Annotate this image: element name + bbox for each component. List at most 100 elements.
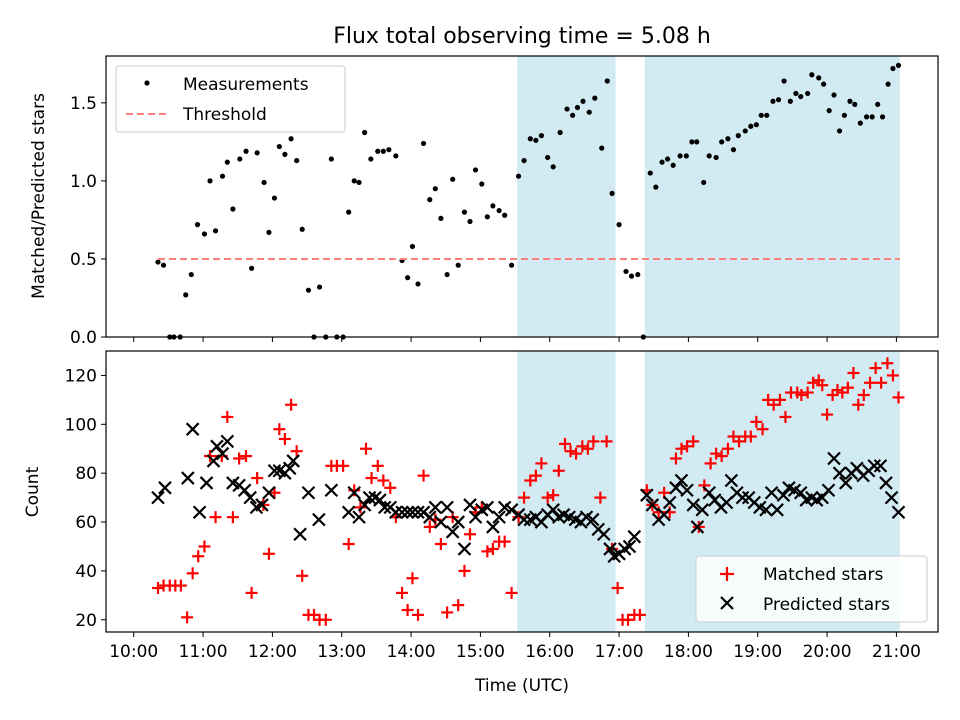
measurement-point [677, 153, 683, 159]
matched-star-point [816, 379, 829, 392]
matched-star-point [464, 528, 476, 541]
observing-window-shade-1 [644, 56, 900, 337]
predicted-star-point [839, 476, 853, 490]
matched-star-point [633, 608, 646, 621]
predicted-star-point [674, 473, 689, 488]
measurement-point [276, 143, 282, 150]
predicted-star-point [759, 503, 773, 517]
measurement-point [450, 176, 456, 182]
measurement-point [623, 268, 629, 275]
predicted-star-point [255, 498, 269, 512]
predicted-star-point [827, 451, 841, 466]
y-tick-label: 80 [75, 464, 97, 484]
predicted-star-point [669, 481, 683, 495]
measurement-point [271, 195, 278, 201]
predicted-star-point [352, 510, 366, 524]
matched-star-point [377, 474, 390, 487]
predicted-star-point [662, 495, 677, 510]
measurement-point [409, 243, 416, 250]
measurement-point [719, 139, 725, 145]
matched-star-point [801, 386, 814, 399]
predicted-star-point [185, 422, 200, 436]
ratio-legend-box [115, 65, 346, 133]
predicted-star-point [286, 454, 300, 468]
predicted-star-point [695, 503, 710, 517]
measurement-point [875, 101, 881, 107]
matched-star-point [852, 398, 865, 411]
matched-star-point [535, 457, 548, 470]
measurement-point [713, 154, 719, 161]
matched-star-point [290, 445, 303, 458]
measurement-point [653, 184, 659, 190]
matched-star-point [174, 579, 187, 592]
measurement-point [609, 190, 615, 196]
measurement-point [249, 265, 255, 271]
measurement-point [758, 112, 764, 118]
predicted-star-point [764, 485, 779, 500]
ratio-panel-frame [105, 55, 939, 338]
measurement-point [775, 97, 782, 103]
ratio-y-axis-label: Matched/Predicted stars [29, 93, 49, 299]
matched-star-point [547, 489, 560, 502]
measurement-point [557, 129, 563, 136]
matched-star-point [681, 440, 694, 453]
measurement-point [683, 153, 689, 159]
measurement-point [798, 93, 804, 100]
measurement-point [160, 262, 167, 268]
predicted-star-point [724, 473, 739, 488]
measurement-point [427, 197, 433, 203]
matched-star-point [886, 369, 899, 382]
predicted-star-point [362, 490, 377, 505]
x-tick-label: 14:00 [387, 642, 436, 662]
y-tick-label: 60 [75, 513, 97, 533]
matched-star-point [441, 606, 454, 619]
ratio-legend: Measurements Threshold [115, 65, 346, 133]
measurement-point [219, 173, 226, 179]
measurement-point [393, 153, 399, 159]
predicted-star-point [210, 439, 224, 454]
matched-star-point [240, 450, 253, 463]
matched-star-point [795, 388, 808, 401]
predicted-star-point [657, 507, 671, 522]
measurement-point [188, 271, 194, 278]
predicted-star-point [347, 485, 361, 500]
matched-star-point [518, 491, 531, 504]
measurement-point [201, 231, 208, 237]
x-tick-label: 19:00 [733, 642, 782, 662]
predicted-star-point [324, 483, 339, 498]
matched-star-point [773, 393, 786, 406]
measurement-point [748, 123, 754, 129]
measurement-point [670, 162, 676, 168]
predicted-star-point [237, 483, 252, 498]
x-tick-label: 16:00 [525, 642, 574, 662]
matched-star-point [669, 452, 682, 465]
matched-star-point [401, 604, 414, 617]
predicted-star-point [640, 488, 654, 502]
matched-star-point [221, 410, 234, 423]
matched-star-point [505, 586, 518, 599]
predicted-star-point [603, 542, 617, 556]
predicted-star-point [192, 505, 207, 520]
predicted-star-point [597, 527, 611, 542]
y-tick-label: 20 [75, 611, 97, 631]
measurement-point [183, 292, 189, 298]
matched-star-point [406, 572, 419, 585]
measurement-point [586, 109, 592, 115]
x-axis-label: Time (UTC) [474, 676, 569, 696]
matched-star-point [452, 599, 465, 612]
measurement-point [647, 170, 653, 176]
measurement-point [224, 159, 230, 165]
matched-star-point [226, 511, 239, 524]
predicted-star-point [158, 481, 172, 495]
predicted-legend-marker-icon [720, 596, 734, 610]
predicted-star-point [873, 459, 888, 473]
count-legend-box [695, 555, 928, 623]
measurement-point [793, 90, 799, 97]
predicted-star-point [719, 495, 734, 510]
measurements-legend-marker-icon [144, 80, 150, 86]
matched-star-point [285, 398, 298, 411]
measurement-point [415, 281, 421, 287]
predicted-star-point [423, 510, 437, 524]
measurement-point [665, 156, 671, 162]
ratio-panel: 0.0 0.5 1.0 1.5 Matched/Predicted stars Mea… [29, 55, 939, 348]
